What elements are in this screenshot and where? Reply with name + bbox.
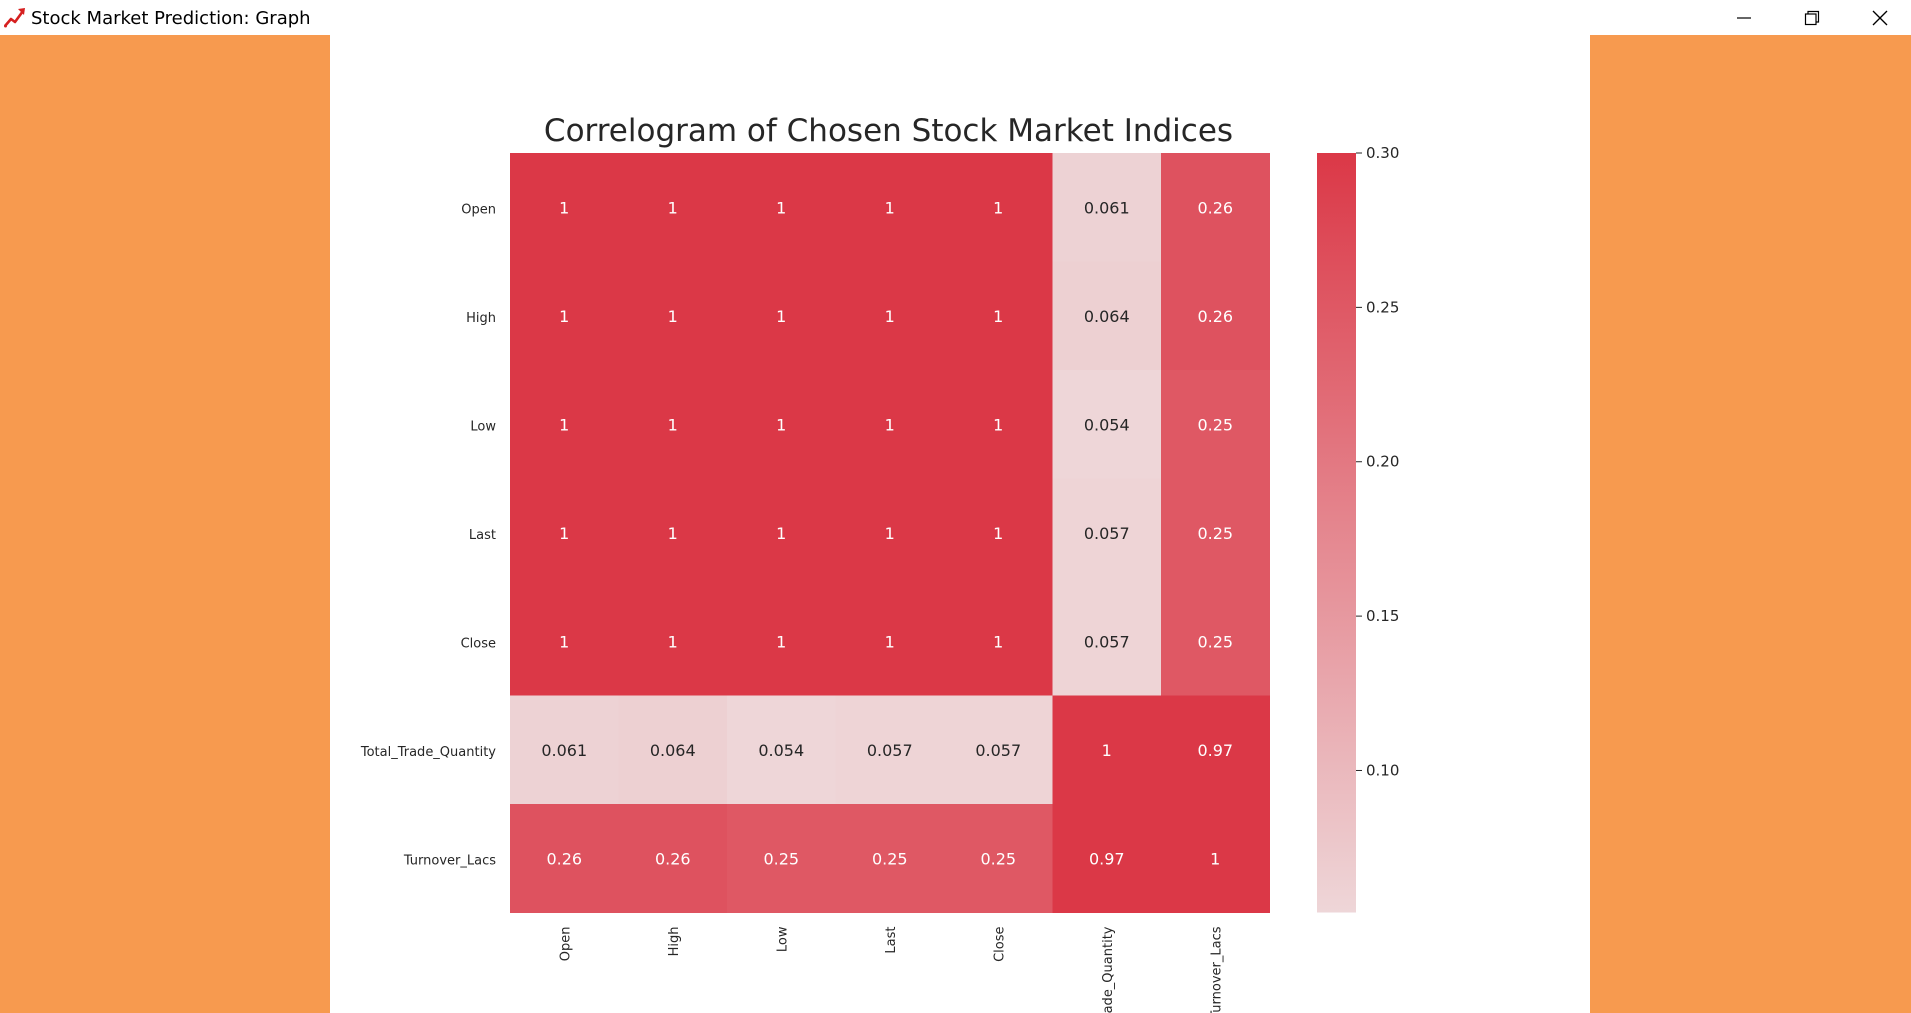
cell-value-label: 0.25: [1197, 632, 1233, 651]
cell-value-label: 1: [668, 415, 678, 434]
cell-value-label: 1: [885, 632, 895, 651]
cell-value-label: 1: [993, 198, 1003, 217]
cell-value-label: 1: [559, 632, 569, 651]
cell-value-label: 1: [885, 198, 895, 217]
graph-canvas: Correlogram of Chosen Stock Market Indic…: [330, 35, 1590, 1013]
cell-value-label: 1: [559, 307, 569, 326]
column-label: Open: [558, 927, 573, 962]
cell-value-label: 1: [559, 198, 569, 217]
cell-value-label: 0.061: [541, 741, 587, 760]
column-label: Total_Trade_Quantity: [1101, 926, 1116, 1013]
cell-value-label: 1: [1210, 849, 1220, 868]
row-label: Open: [461, 202, 496, 217]
cell-value-label: 1: [559, 415, 569, 434]
cell-value-label: 0.25: [872, 849, 908, 868]
cell-value-label: 0.26: [1197, 198, 1233, 217]
cell-value-label: 0.057: [867, 741, 913, 760]
minimize-button[interactable]: [1710, 0, 1778, 35]
cell-value-label: 1: [993, 632, 1003, 651]
cell-value-label: 0.057: [975, 741, 1021, 760]
correlogram-heatmap: 1 1 1 1 1 0.061 0.26 1 1 1 1 1 0.064 0.26 1 1 1 1 1 0.054 0.…: [330, 35, 1590, 1013]
colorbar-tick-label: 0.10: [1366, 761, 1399, 779]
cell-value-label: 1: [776, 307, 786, 326]
close-icon: [1871, 9, 1889, 27]
cell-value-label: 1: [993, 415, 1003, 434]
minimize-icon: [1735, 9, 1753, 27]
column-label: Close: [992, 927, 1007, 962]
cell-value-label: 0.25: [1197, 415, 1233, 434]
colorbar-tick-label: 0.25: [1366, 298, 1399, 316]
cell-value-label: 1: [668, 524, 678, 543]
cell-value-label: 0.057: [1084, 632, 1130, 651]
cell-value-label: 0.97: [1089, 849, 1125, 868]
restore-button[interactable]: [1778, 0, 1846, 35]
left-side-panel: [0, 35, 330, 1013]
cell-value-label: 1: [776, 632, 786, 651]
row-label: Last: [469, 528, 496, 543]
cell-value-label: 1: [668, 198, 678, 217]
cell-value-label: 1: [885, 415, 895, 434]
column-label: High: [667, 927, 682, 957]
row-label: Turnover_Lacs: [403, 853, 496, 868]
cell-value-label: 0.97: [1197, 741, 1233, 760]
cell-value-label: 0.064: [1084, 307, 1130, 326]
cell-value-label: 0.25: [763, 849, 799, 868]
cell-value-label: 1: [776, 524, 786, 543]
right-side-panel: [1590, 35, 1911, 1013]
chart-trend-icon: [4, 6, 26, 28]
cell-value-label: 1: [993, 307, 1003, 326]
restore-icon: [1803, 9, 1821, 27]
cell-value-label: 1: [993, 524, 1003, 543]
row-label: Low: [470, 419, 496, 434]
cell-value-label: 1: [885, 307, 895, 326]
cell-value-label: 1: [559, 524, 569, 543]
cell-value-label: 0.057: [1084, 524, 1130, 543]
cell-value-label: 0.26: [546, 849, 582, 868]
cell-value-label: 0.064: [650, 741, 696, 760]
cell-value-label: 1: [668, 307, 678, 326]
cell-value-label: 1: [776, 415, 786, 434]
cell-value-label: 0.25: [1197, 524, 1233, 543]
cell-value-label: 0.061: [1084, 198, 1130, 217]
cell-value-label: 0.25: [980, 849, 1016, 868]
title-bar: Stock Market Prediction: Graph: [0, 0, 1911, 35]
column-label: Turnover_Lacs: [1209, 926, 1224, 1013]
close-button[interactable]: [1846, 0, 1911, 35]
row-label: High: [466, 311, 496, 326]
cell-value-label: 0.26: [1197, 307, 1233, 326]
cell-value-label: 1: [668, 632, 678, 651]
row-label: Total_Trade_Quantity: [360, 745, 496, 760]
cell-value-label: 1: [1102, 741, 1112, 760]
cell-value-label: 0.054: [758, 741, 804, 760]
row-label: Close: [461, 636, 496, 651]
colorbar-tick-label: 0.20: [1366, 453, 1399, 471]
cell-value-label: 1: [776, 198, 786, 217]
window-title: Stock Market Prediction: Graph: [31, 8, 311, 29]
colorbar: [1317, 153, 1356, 913]
cell-value-label: 0.26: [655, 849, 691, 868]
colorbar-tick-label: 0.30: [1366, 144, 1399, 162]
colorbar-tick-label: 0.15: [1366, 607, 1399, 625]
column-label: Low: [775, 926, 790, 952]
cell-value-label: 1: [885, 524, 895, 543]
cell-value-label: 0.054: [1084, 415, 1130, 434]
column-label: Last: [884, 927, 899, 954]
